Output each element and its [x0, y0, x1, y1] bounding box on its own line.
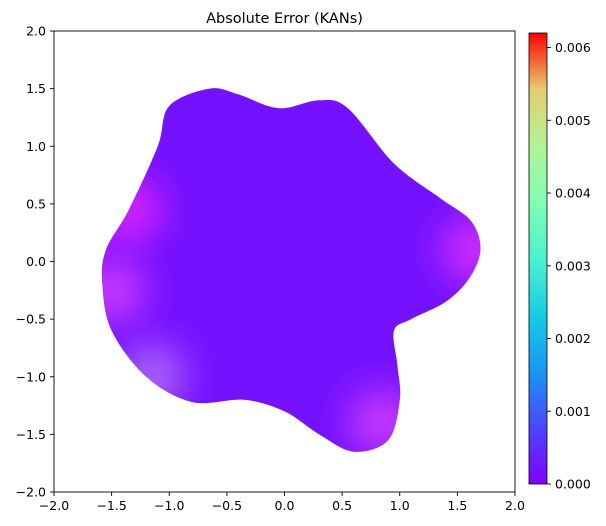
colorbar-tick-label: 0.004 — [555, 186, 591, 201]
chart-title: Absolute Error (KANs) — [206, 11, 363, 27]
y-axis: −2.0 −1.5 −1.0 −0.5 0.0 0.5 1.0 1.5 2.0 — [16, 24, 54, 500]
y-tick-label: −0.5 — [16, 312, 46, 327]
y-tick-label: −1.0 — [16, 369, 46, 384]
y-tick-label: 0.0 — [26, 254, 46, 269]
colorbar-tick-label: 0.006 — [555, 40, 591, 55]
colorbar-ticks: 0.000 0.001 0.002 0.003 0.004 0.005 0.006 — [547, 40, 591, 492]
error-hotspot-2 — [348, 388, 417, 452]
error-hotspot-4 — [101, 175, 163, 244]
error-hotspot-0 — [117, 342, 186, 411]
x-tick-label: −0.5 — [212, 498, 242, 513]
y-tick-label: 2.0 — [26, 24, 46, 39]
colorbar: 0.000 0.001 0.002 0.003 0.004 0.005 0.006 — [528, 32, 591, 492]
colorbar-gradient — [528, 32, 548, 485]
colorbar-tick-label: 0.005 — [555, 113, 591, 128]
error-hotspot-1 — [101, 256, 146, 325]
y-tick-label: −2.0 — [16, 485, 46, 500]
error-hotspot-3 — [440, 215, 481, 284]
colorbar-tick-label: 0.001 — [555, 404, 591, 419]
x-tick-label: 0.5 — [332, 498, 352, 513]
error-domain — [101, 88, 481, 452]
x-tick-label: 1.5 — [447, 498, 467, 513]
x-tick-label: −1.5 — [96, 498, 126, 513]
x-tick-label: 1.0 — [390, 498, 410, 513]
y-tick-label: 0.5 — [26, 196, 46, 211]
x-tick-label: −1.0 — [154, 498, 184, 513]
colorbar-tick-label: 0.002 — [555, 331, 591, 346]
y-tick-label: 1.5 — [26, 81, 46, 96]
y-tick-label: −1.5 — [16, 427, 46, 442]
y-tick-label: 1.0 — [26, 139, 46, 154]
colorbar-tick-label: 0.003 — [555, 258, 591, 273]
x-tick-label: −2.0 — [39, 498, 69, 513]
x-tick-label: 0.0 — [275, 498, 295, 513]
x-tick-label: 2.0 — [505, 498, 525, 513]
x-axis: −2.0 −1.5 −1.0 −0.5 0.0 0.5 1.0 1.5 2.0 — [39, 492, 525, 513]
colorbar-tick-label: 0.000 — [555, 477, 591, 492]
heatmap-area — [101, 88, 481, 452]
